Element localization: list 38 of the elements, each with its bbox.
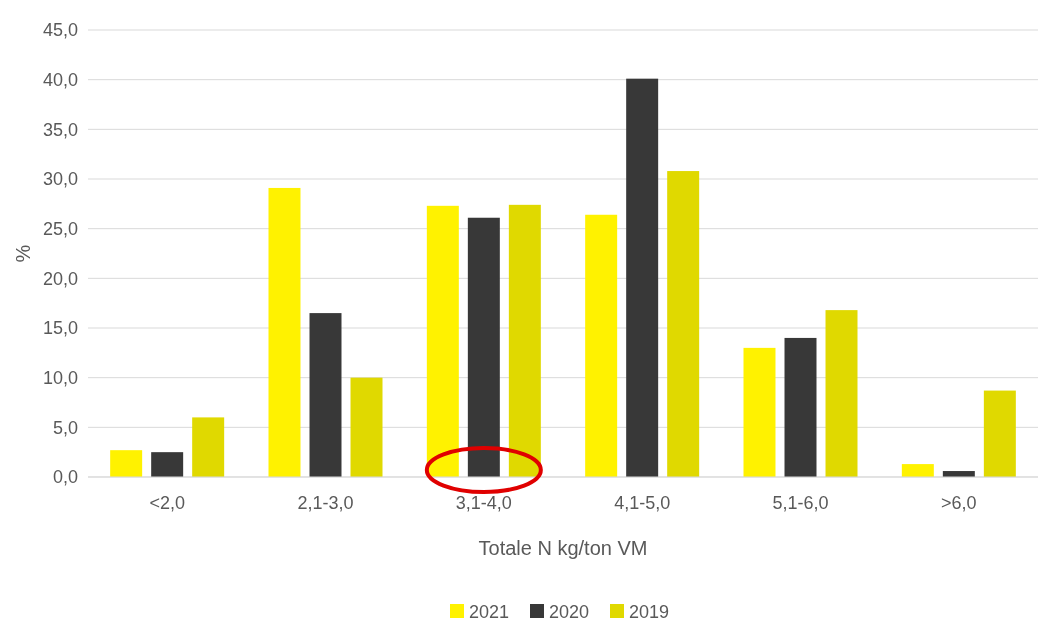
- bar: [192, 417, 225, 477]
- bar: [309, 313, 342, 477]
- y-tick-label: 5,0: [52, 417, 78, 438]
- y-tick-label: 15,0: [42, 318, 78, 339]
- bar: [585, 214, 618, 477]
- bar: [467, 217, 500, 477]
- bar: [350, 377, 383, 477]
- y-tick-label: 20,0: [42, 268, 78, 289]
- legend-label: 2020: [549, 602, 590, 622]
- x-tick-label: >6,0: [941, 493, 977, 513]
- x-tick-label: 4,1-5,0: [614, 493, 671, 513]
- x-axis-title: Totale N kg/ton VM: [478, 537, 648, 559]
- x-tick-label: 3,1-4,0: [455, 493, 512, 513]
- y-tick-label: 30,0: [42, 169, 78, 190]
- y-tick-label: 25,0: [42, 218, 78, 239]
- bar: [825, 310, 858, 477]
- bar: [151, 452, 184, 477]
- bar: [626, 78, 659, 477]
- bar: [784, 337, 817, 477]
- x-tick-label: 5,1-6,0: [772, 493, 829, 513]
- bar: [110, 450, 143, 477]
- y-tick-label: 35,0: [42, 119, 78, 140]
- y-tick-label: 45,0: [42, 20, 78, 41]
- legend-label: 2021: [469, 602, 510, 622]
- bar: [667, 171, 700, 477]
- legend-label: 2019: [629, 602, 670, 622]
- bar: [426, 205, 459, 477]
- bar: [268, 187, 301, 477]
- x-tick-label: 2,1-3,0: [297, 493, 354, 513]
- bar: [901, 464, 934, 477]
- x-tick-label: <2,0: [149, 493, 185, 513]
- bar: [508, 204, 541, 477]
- bar: [983, 390, 1016, 477]
- y-tick-label: 0,0: [52, 467, 78, 488]
- y-axis-title: %: [12, 244, 34, 263]
- y-tick-label: 10,0: [42, 367, 78, 388]
- y-tick-label: 40,0: [42, 69, 78, 90]
- bar: [743, 347, 776, 477]
